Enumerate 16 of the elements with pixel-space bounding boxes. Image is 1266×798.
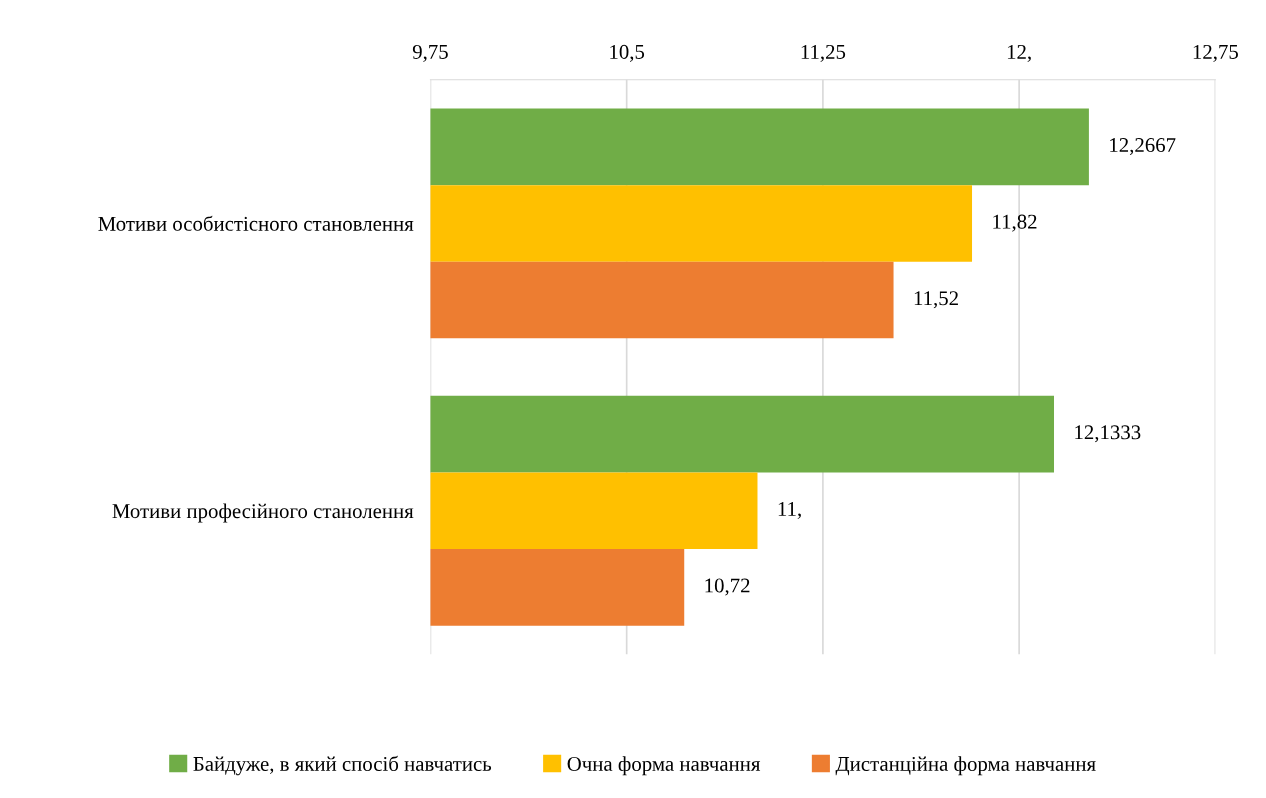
x-tick-label: 11,25 bbox=[801, 44, 846, 62]
y-tick-label: Мотиви особистісного становлення bbox=[98, 215, 414, 231]
data-label: 10,72 bbox=[705, 578, 750, 596]
data-label: 11,82 bbox=[993, 214, 1037, 232]
x-tick-label: 9,75 bbox=[412, 44, 448, 62]
data-label: 11,52 bbox=[914, 291, 958, 309]
x-tick-label: 12,75 bbox=[1193, 44, 1238, 62]
data-label: 12,1333 bbox=[1075, 425, 1141, 443]
legend-label: Байдуже, в який спосіб навчатись bbox=[193, 755, 492, 776]
x-tick-label: 10,5 bbox=[610, 44, 645, 62]
legend-label: Дистанційна форма навчання bbox=[835, 756, 1096, 776]
legend-label: Очна форма навчання bbox=[567, 756, 761, 776]
x-tick-label: 12, bbox=[1007, 44, 1031, 62]
y-tick-label: Мотиви професійного станолення bbox=[112, 503, 414, 523]
data-label: 12,2667 bbox=[1110, 138, 1176, 156]
data-label: 11, bbox=[778, 501, 801, 519]
